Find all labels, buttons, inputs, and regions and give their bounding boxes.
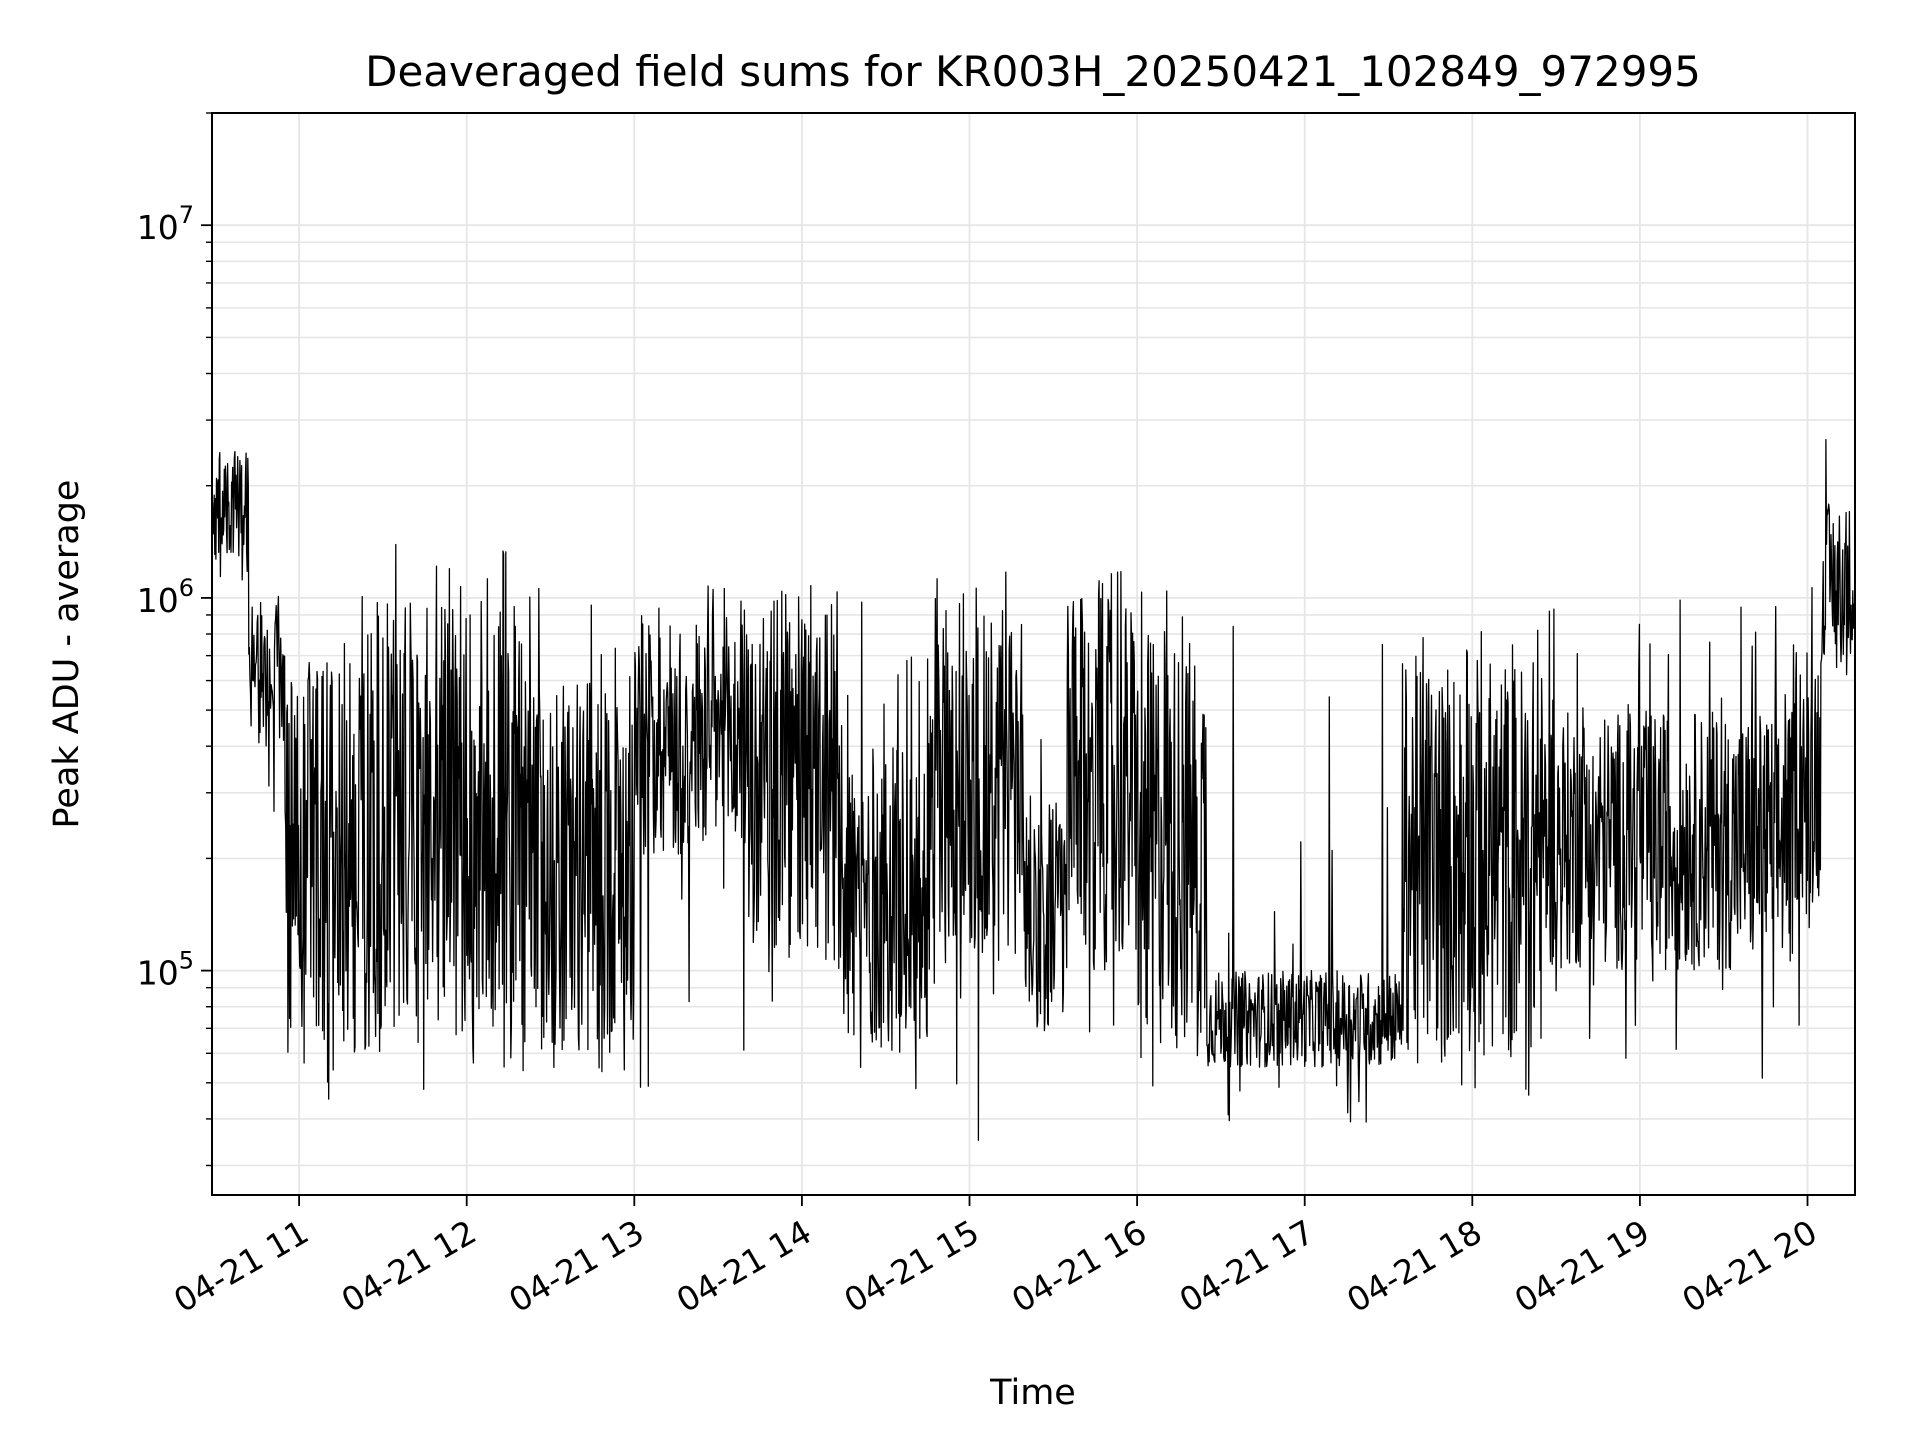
y-tick-label: 107 (137, 201, 194, 247)
y-axis-label: Peak ADU - average (47, 480, 87, 829)
y-tick-label: 106 (137, 574, 194, 620)
y-tick-label: 105 (137, 947, 194, 993)
chart-title: Deaveraged field sums for KR003H_2025042… (365, 47, 1701, 96)
plot-frame (211, 112, 1856, 1196)
series-line (211, 438, 1856, 1141)
data-series (211, 438, 1856, 1141)
x-axis-label: Time (989, 1373, 1076, 1413)
